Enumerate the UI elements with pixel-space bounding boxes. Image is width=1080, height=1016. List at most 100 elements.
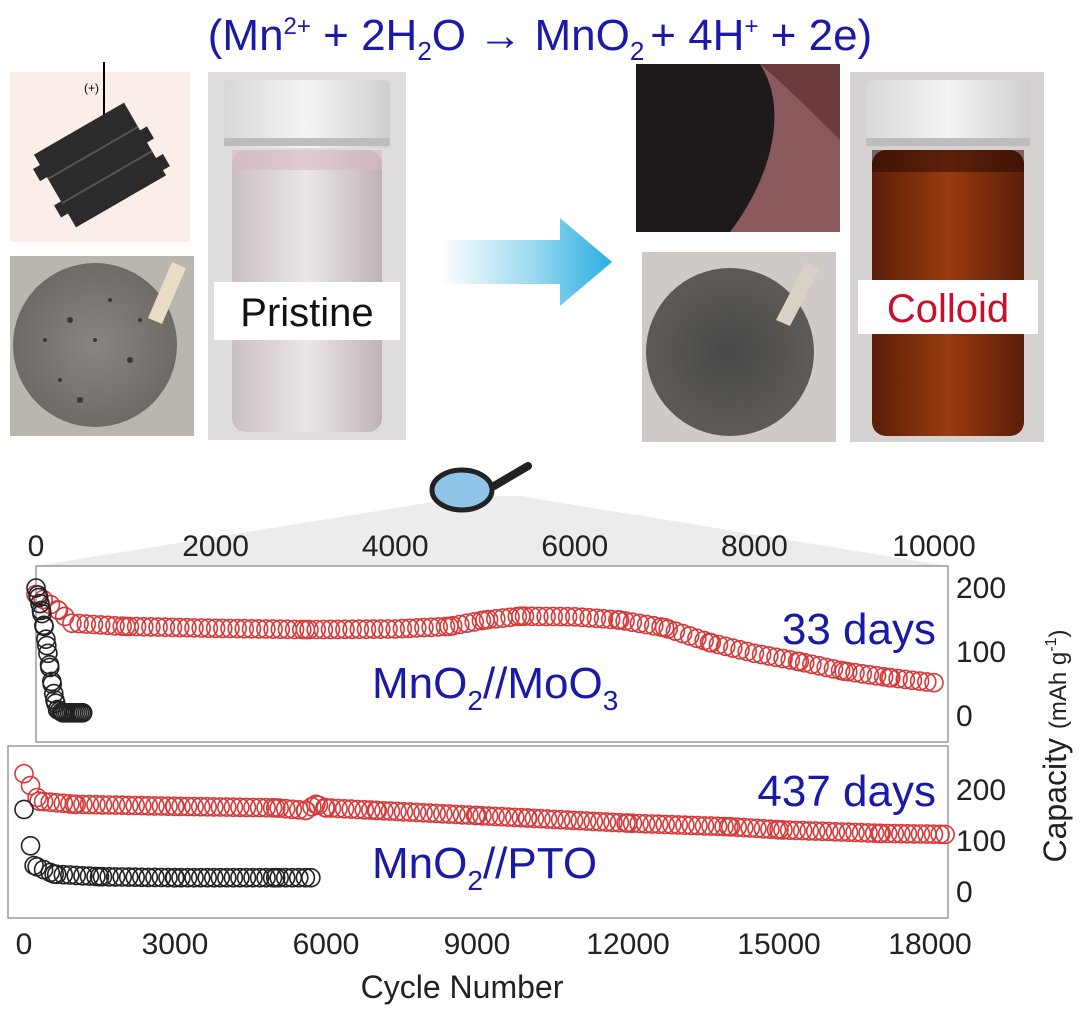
bottom-series0-point bbox=[603, 812, 623, 833]
top-series0-point bbox=[737, 641, 758, 662]
top-x-axis-ticks: 0 2000 4000 6000 8000 10000 bbox=[28, 530, 976, 563]
bottom-series0-point bbox=[145, 796, 165, 816]
top-series0-point bbox=[169, 617, 190, 638]
top-series0-point bbox=[313, 619, 334, 640]
top-series0-point bbox=[141, 617, 161, 637]
bottom-series0-point bbox=[871, 823, 892, 844]
top-series0-point bbox=[256, 619, 276, 639]
bottom-series0-point bbox=[295, 867, 316, 888]
bottom-series0-point bbox=[648, 814, 669, 835]
bottom-series0-point bbox=[118, 795, 139, 816]
top-series0-point bbox=[758, 646, 779, 666]
reaction-equation: (Mn2+ + 2H2O → MnO2 + 4H+ + 2e) bbox=[208, 11, 872, 66]
bottom-series0-point bbox=[792, 820, 813, 841]
top-series0-point bbox=[895, 669, 916, 690]
process-arrow bbox=[440, 218, 612, 306]
bottom-series0-point bbox=[779, 820, 800, 841]
top-series0-point bbox=[42, 674, 63, 694]
top-series0-point bbox=[715, 636, 736, 657]
bottom-series0-point bbox=[296, 800, 316, 821]
bottom-series0-point bbox=[818, 821, 839, 842]
top-series0-point bbox=[701, 632, 722, 653]
bottom-series0-point bbox=[217, 867, 237, 888]
top-series0-point bbox=[572, 607, 592, 628]
top-series0-point bbox=[802, 654, 822, 675]
top-series0-point bbox=[557, 606, 578, 627]
bottom-series0-point bbox=[184, 867, 204, 888]
bottom-series0-point bbox=[727, 817, 748, 838]
bottom-series0-point bbox=[20, 775, 41, 796]
bottom-series0-point bbox=[491, 806, 512, 827]
bottom-x-tick-label: 0 bbox=[16, 928, 33, 961]
top-series0-point bbox=[586, 608, 607, 629]
top-series0-point bbox=[794, 652, 815, 673]
bottom-series0-point bbox=[79, 866, 100, 886]
top-series0-point bbox=[564, 606, 585, 627]
bottom-series0-point bbox=[105, 867, 126, 887]
bottom-series0-point bbox=[609, 812, 630, 833]
bottom-series0-point bbox=[720, 816, 741, 837]
bottom-y-tick-label: 0 bbox=[956, 876, 973, 909]
top-series0-point bbox=[478, 609, 499, 630]
top-series0-point bbox=[615, 611, 635, 631]
bottom-series0-point bbox=[282, 799, 303, 820]
bottom-series0-point bbox=[118, 867, 139, 887]
top-series0-point bbox=[888, 668, 908, 689]
bottom-series0-point bbox=[760, 819, 780, 840]
bottom-series0-point bbox=[27, 787, 47, 808]
magnifier-icon bbox=[36, 462, 948, 566]
bottom-series0-point bbox=[236, 867, 257, 888]
bottom-series0-point bbox=[400, 802, 420, 822]
top-series0-point bbox=[859, 664, 880, 685]
bottom-series0-point bbox=[747, 818, 767, 839]
bottom-series0-point bbox=[714, 816, 734, 837]
bottom-series0-point bbox=[786, 820, 806, 841]
bottom-series0-point bbox=[165, 796, 185, 817]
top-series0-point bbox=[349, 619, 370, 640]
top-series0-point bbox=[392, 618, 413, 639]
bottom-series0-point bbox=[243, 797, 263, 818]
top-series0-point bbox=[442, 615, 463, 636]
colloid-closeup-photo bbox=[636, 64, 840, 232]
top-series0-point bbox=[36, 635, 57, 656]
bottom-series0-point bbox=[92, 795, 113, 815]
bottom-y-tick-label: 100 bbox=[956, 825, 1006, 858]
bottom-series0-point bbox=[877, 823, 898, 844]
bottom-series0-point bbox=[629, 813, 649, 834]
top-series0-point bbox=[119, 616, 140, 637]
top-series0-point bbox=[600, 609, 621, 630]
colloid-label: Colloid bbox=[887, 287, 1009, 331]
bottom-series0-point bbox=[197, 796, 217, 817]
bottom-series0-point bbox=[204, 797, 224, 817]
bottom-series0-point bbox=[930, 824, 950, 845]
top-series0-point bbox=[248, 619, 269, 639]
bottom-series0-point bbox=[923, 824, 944, 845]
bottom-series0-point bbox=[243, 867, 263, 888]
top-series0-point bbox=[83, 614, 104, 635]
top-series0-point bbox=[852, 663, 873, 684]
top-series0-point bbox=[722, 638, 743, 658]
bottom-series0-point bbox=[288, 867, 309, 888]
bottom-series0-point bbox=[125, 795, 145, 816]
bottom-series0-point bbox=[165, 867, 185, 888]
bottom-series0-point bbox=[805, 821, 826, 841]
bottom-series0-point bbox=[177, 796, 198, 817]
bottom-series0-point bbox=[517, 808, 538, 828]
top-series0-point bbox=[148, 617, 168, 637]
bottom-series-name: MnO2//PTO bbox=[372, 839, 597, 896]
bottom-series0-point bbox=[151, 796, 172, 816]
bottom-series0-point bbox=[354, 799, 375, 820]
top-x-tick-label: 8000 bbox=[721, 530, 788, 563]
bottom-series0-point bbox=[550, 809, 571, 830]
top-series0-point bbox=[38, 643, 58, 664]
bottom-series0-point bbox=[935, 824, 955, 845]
bottom-series0-point bbox=[210, 867, 231, 888]
bottom-series0-point bbox=[236, 797, 257, 818]
top-series0-point bbox=[234, 618, 255, 639]
top-series0-point bbox=[105, 615, 125, 636]
bottom-series0-point bbox=[380, 801, 401, 821]
bottom-series0-point bbox=[472, 805, 492, 826]
bottom-series0-point bbox=[190, 867, 211, 888]
bottom-series0-point bbox=[910, 824, 931, 844]
